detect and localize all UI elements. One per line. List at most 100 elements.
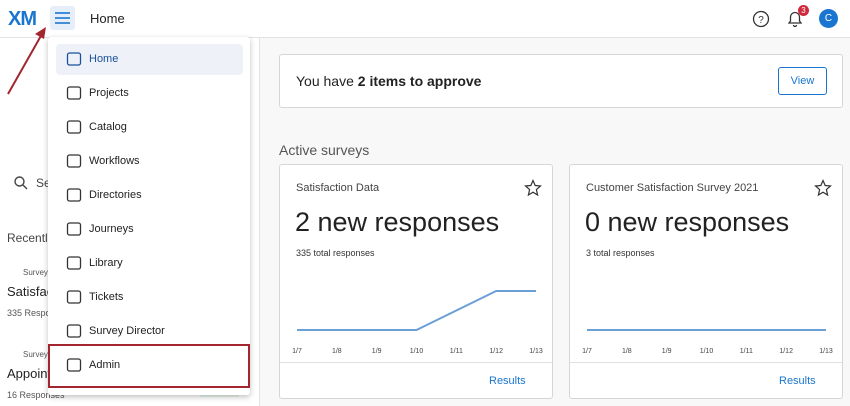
star	[814, 179, 832, 197]
x-tick-label: 1/12	[489, 348, 503, 355]
menu-item[interactable]: Projects	[56, 78, 243, 109]
x-tick-label: 1/8	[332, 348, 342, 355]
menu-item[interactable]: Catalog	[56, 112, 243, 143]
approve-count: 2 items to approve	[357, 73, 482, 89]
notification-badge: 3	[798, 5, 809, 16]
menu-icon	[66, 188, 82, 202]
icon-shape	[66, 290, 82, 304]
search-icon	[14, 176, 28, 190]
menu-icon	[66, 52, 82, 66]
menu-label: Admin	[89, 359, 121, 371]
card-headline: 2 new responses	[295, 207, 500, 237]
results-link[interactable]: Results	[489, 375, 526, 387]
menu-icon	[66, 256, 82, 270]
svg-text:?: ?	[758, 15, 764, 26]
response-chart: 1/7 1/8 1/9 1/10 1/11 1/12 1/13	[292, 290, 543, 355]
menu-label: Journeys	[89, 223, 134, 235]
avatar[interactable]: C	[819, 9, 838, 28]
approve-text: You have	[296, 73, 358, 89]
icon-shape	[66, 222, 82, 236]
x-tick-label: 1/9	[372, 348, 382, 355]
menu-icon	[66, 358, 82, 372]
x-tick-label: 1/12	[779, 348, 793, 355]
icon-shape	[66, 256, 82, 270]
card-total: 3 total responses	[586, 248, 655, 258]
highlight-box	[48, 344, 250, 388]
card-divider	[570, 362, 842, 363]
menu-item[interactable]: Directories	[56, 180, 243, 211]
menu-icon	[66, 120, 82, 134]
line	[297, 290, 536, 331]
section-title: Active surveys	[279, 142, 370, 158]
survey-card: Customer Satisfaction Survey 2021 0 new r…	[569, 164, 843, 399]
bell-icon[interactable]	[786, 9, 804, 29]
logo[interactable]: XM	[8, 8, 37, 30]
menu-button[interactable]	[50, 6, 75, 30]
card-total: 335 total responses	[296, 248, 375, 258]
x-tick-label: 1/11	[450, 348, 463, 355]
help-icon[interactable]: ?	[752, 10, 770, 28]
x-tick-label: 1/8	[622, 348, 632, 355]
menu-item[interactable]: Journeys	[56, 214, 243, 245]
icon-shape	[66, 188, 82, 202]
menu-label: Workflows	[89, 155, 140, 167]
menu-icon	[66, 324, 82, 338]
item-type: Survey	[23, 268, 48, 277]
menu-item[interactable]: Tickets	[56, 282, 243, 313]
response-chart: 1/7 1/8 1/9 1/10 1/11 1/12 1/13	[582, 329, 833, 355]
search-text[interactable]: Se	[36, 176, 51, 190]
approve-box: You have 2 items to approve View	[279, 54, 843, 108]
menu-label: Catalog	[89, 121, 127, 133]
x-tick-label: 1/9	[662, 348, 672, 355]
view-button[interactable]: View	[778, 67, 827, 95]
item-name: Appoint	[7, 366, 52, 381]
x-tick-label: 1/10	[410, 348, 424, 355]
menu-label: Tickets	[89, 291, 124, 303]
star-icon[interactable]	[814, 179, 832, 197]
survey-card: Satisfaction Data 2 new responses 335 tota…	[279, 164, 553, 399]
menu-item[interactable]: Survey Director	[56, 316, 243, 347]
icon-shape	[66, 358, 82, 372]
x-tick-label: 1/7	[292, 348, 302, 355]
x-tick-label: 1/13	[819, 348, 833, 355]
menu-item[interactable]: Home	[56, 44, 243, 75]
icon-shape	[66, 154, 82, 168]
x-tick-label: 1/13	[529, 348, 543, 355]
arrow	[7, 27, 46, 95]
star-icon[interactable]	[524, 179, 542, 197]
icon-shape	[66, 52, 82, 66]
star	[524, 179, 542, 197]
card-title: Satisfaction Data	[296, 182, 380, 194]
card-headline: 0 new responses	[585, 207, 790, 237]
menu-icon	[66, 290, 82, 304]
menu-icon	[66, 154, 82, 168]
item-responses: 16 Responses	[7, 390, 65, 400]
menu-item[interactable]: Library	[56, 248, 243, 279]
menu-icon	[66, 222, 82, 236]
nav-menu: Home Projects Catalog Workflows Directories J…	[48, 37, 250, 395]
menu-label: Directories	[89, 189, 142, 201]
menu-label: Projects	[89, 87, 129, 99]
card-divider	[280, 362, 552, 363]
icon-shape	[66, 120, 82, 134]
item-type: Survey	[23, 350, 48, 359]
menu-label: Library	[89, 257, 123, 269]
icon-shape	[66, 86, 82, 100]
x-tick-label: 1/10	[700, 348, 714, 355]
header: XM Home ? 3 C	[0, 0, 850, 38]
results-link[interactable]: Results	[779, 375, 816, 387]
menu-item[interactable]: Admin	[56, 350, 243, 381]
page-title: Home	[90, 11, 125, 26]
item-responses: 335 Respo	[7, 308, 51, 318]
card-title: Customer Satisfaction Survey 2021	[586, 182, 759, 194]
x-tick-label: 1/7	[582, 348, 592, 355]
menu-item[interactable]: Workflows	[56, 146, 243, 177]
recently-label: Recently	[7, 231, 54, 245]
icon-shape	[66, 324, 82, 338]
menu-icon	[66, 86, 82, 100]
menu-label: Survey Director	[89, 325, 165, 337]
item-name: Satisfac	[7, 284, 54, 299]
x-tick-label: 1/11	[740, 348, 753, 355]
menu-label: Home	[89, 53, 119, 65]
